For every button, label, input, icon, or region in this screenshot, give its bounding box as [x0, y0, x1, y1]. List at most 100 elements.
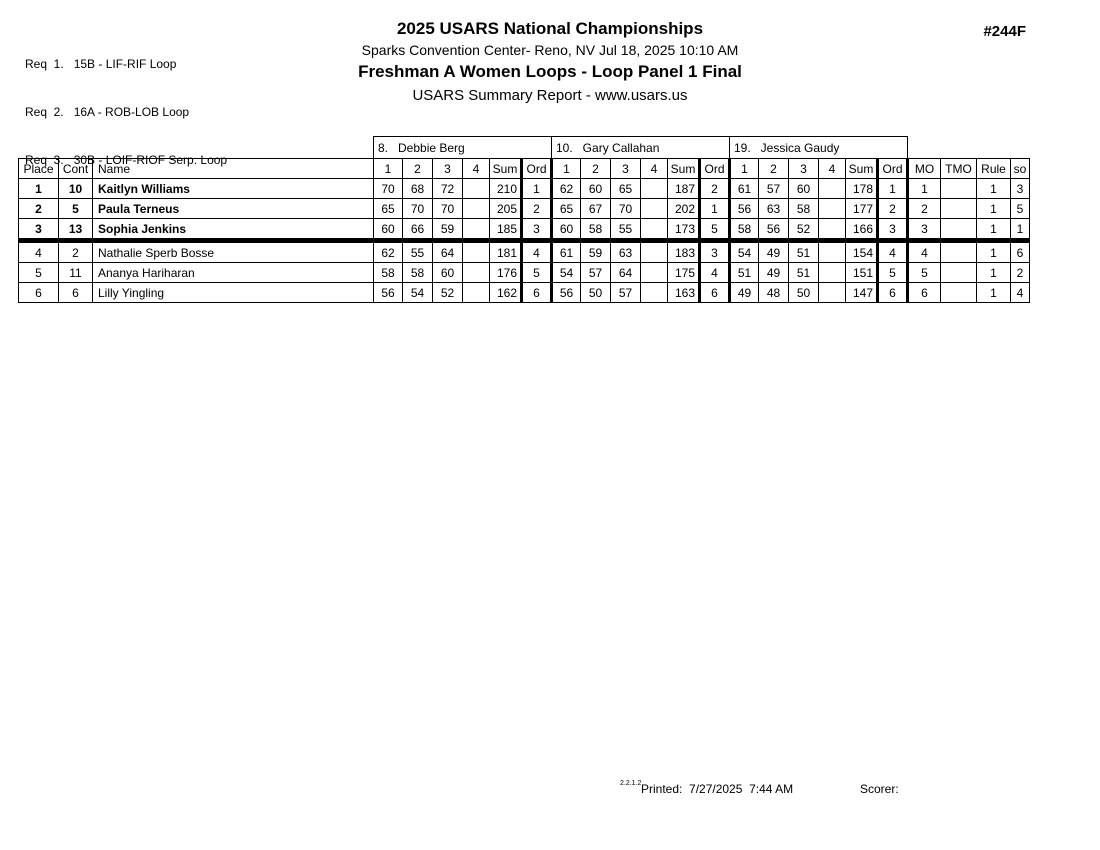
ord-cell: 2 — [876, 198, 909, 219]
sum-header: Sum — [489, 158, 522, 179]
so-cell: 5 — [1010, 198, 1030, 219]
score-cell: 59 — [432, 218, 463, 243]
sum-cell: 177 — [845, 198, 878, 219]
score-cell: 67 — [580, 198, 611, 219]
rule-cell: 1 — [976, 218, 1011, 243]
score-cell: 63 — [610, 240, 641, 263]
sum-cell: 166 — [845, 218, 878, 243]
score-cell — [640, 282, 668, 303]
score-col-header: 1 — [729, 158, 759, 179]
ord-header: Ord — [698, 158, 731, 179]
score-col-header: 3 — [788, 158, 819, 179]
place-cell: 6 — [18, 282, 59, 303]
score-cell — [640, 240, 668, 263]
score-cell: 56 — [373, 282, 403, 303]
sum-cell: 163 — [667, 282, 700, 303]
so-cell: 3 — [1010, 178, 1030, 199]
score-cell: 65 — [610, 178, 641, 199]
cont-header: Cont — [58, 158, 93, 179]
cont-cell: 11 — [58, 262, 93, 283]
tmo-cell — [940, 282, 977, 303]
ord-cell: 1 — [520, 178, 553, 199]
score-cell — [818, 178, 846, 199]
sum-cell: 151 — [845, 262, 878, 283]
so-header: so — [1010, 158, 1030, 179]
sum-cell: 183 — [667, 240, 700, 263]
score-cell: 58 — [729, 218, 759, 243]
score-cell: 51 — [788, 262, 819, 283]
score-cell: 61 — [551, 240, 581, 263]
judge-row-spacer — [908, 137, 1030, 159]
score-cell: 52 — [788, 218, 819, 243]
score-cell — [462, 178, 490, 199]
score-cell: 56 — [551, 282, 581, 303]
score-cell: 49 — [729, 282, 759, 303]
mo-cell: 3 — [907, 218, 941, 243]
score-cell: 57 — [610, 282, 641, 303]
score-col-header: 1 — [373, 158, 403, 179]
ord-cell: 3 — [520, 218, 553, 243]
software-version: 2.2.1.2 — [620, 780, 642, 787]
ord-cell: 5 — [520, 262, 553, 283]
ord-cell: 2 — [520, 198, 553, 219]
judge-header-row: 8. Debbie Berg 10. Gary Callahan 19. Jessi… — [19, 136, 1030, 159]
place-cell: 3 — [18, 218, 59, 243]
ord-cell: 1 — [876, 178, 909, 199]
score-cell: 58 — [580, 218, 611, 243]
judge-name-cell: 8. Debbie Berg — [373, 136, 552, 159]
sum-cell: 154 — [845, 240, 878, 263]
score-cell: 60 — [432, 262, 463, 283]
score-cell: 65 — [373, 198, 403, 219]
judge-name-cell: 19. Jessica Gaudy — [729, 136, 908, 159]
score-col-header: 4 — [640, 158, 668, 179]
sum-cell: 181 — [489, 240, 522, 263]
sum-cell: 176 — [489, 262, 522, 283]
name-cell: Sophia Jenkins — [92, 218, 374, 243]
sum-cell: 162 — [489, 282, 522, 303]
score-cell: 49 — [758, 262, 789, 283]
ord-header: Ord — [520, 158, 553, 179]
score-cell: 62 — [373, 240, 403, 263]
so-cell: 2 — [1010, 262, 1030, 283]
score-cell: 58 — [373, 262, 403, 283]
table-row: 6 6 Lilly Yingling 56 54 52 162 6 56 50 57 163 6 49 48… — [18, 282, 1030, 303]
cont-cell: 13 — [58, 218, 93, 243]
score-cell: 54 — [551, 262, 581, 283]
score-cell: 50 — [788, 282, 819, 303]
score-cell: 58 — [402, 262, 433, 283]
score-col-header: 3 — [610, 158, 641, 179]
requirement-line: Req 1. 15B - LIF-RIF Loop — [25, 57, 177, 71]
report-header: 2025 USARS National Championships Sparks… — [0, 19, 1100, 104]
place-cell: 5 — [18, 262, 59, 283]
score-cell: 57 — [758, 178, 789, 199]
score-cell — [462, 198, 490, 219]
tmo-cell — [940, 240, 977, 263]
score-cell: 52 — [432, 282, 463, 303]
score-cell: 72 — [432, 178, 463, 199]
results-tbody: 8. Debbie Berg 10. Gary Callahan 19. Jessi… — [18, 136, 1030, 303]
so-cell: 1 — [1010, 218, 1030, 243]
sum-header: Sum — [845, 158, 878, 179]
ord-cell: 6 — [876, 282, 909, 303]
judge-name-cell: 10. Gary Callahan — [551, 136, 730, 159]
score-cell: 58 — [788, 198, 819, 219]
score-cell — [818, 240, 846, 263]
ord-cell: 3 — [876, 218, 909, 243]
score-cell: 56 — [729, 198, 759, 219]
mo-cell: 1 — [907, 178, 941, 199]
score-cell: 65 — [551, 198, 581, 219]
score-cell: 54 — [729, 240, 759, 263]
cont-cell: 2 — [58, 240, 93, 263]
score-cell: 63 — [758, 198, 789, 219]
score-cell — [818, 282, 846, 303]
score-cell: 70 — [402, 198, 433, 219]
score-cell: 50 — [580, 282, 611, 303]
score-cell: 48 — [758, 282, 789, 303]
table-row: 4 2 Nathalie Sperb Bosse 62 55 64 181 4 61 59 63 18… — [18, 240, 1030, 263]
printed-timestamp: Printed: 7/27/2025 7:44 AM — [641, 782, 794, 796]
ord-cell: 4 — [876, 240, 909, 263]
rule-cell: 1 — [976, 282, 1011, 303]
so-cell: 4 — [1010, 282, 1030, 303]
tmo-cell — [940, 218, 977, 243]
judge-row-spacer — [19, 137, 374, 159]
